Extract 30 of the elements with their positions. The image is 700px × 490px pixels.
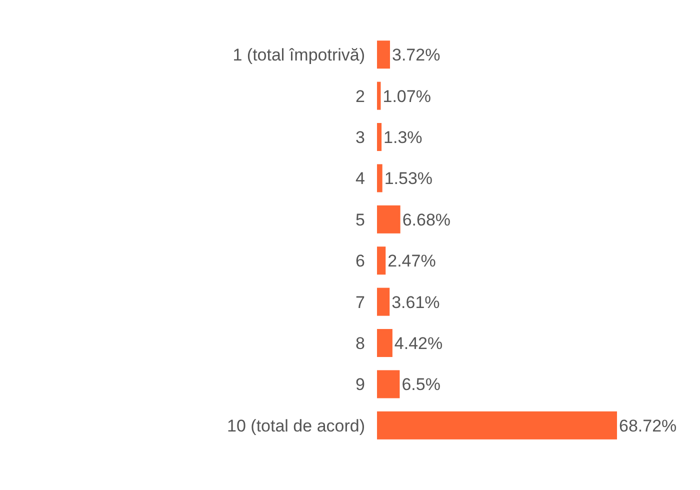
data-label: 3.72% — [392, 46, 440, 65]
y-tick-label: 9 — [356, 375, 365, 394]
data-label: 1.53% — [384, 169, 433, 188]
bar — [377, 328, 392, 358]
y-tick-label: 7 — [356, 292, 365, 312]
bar — [377, 40, 390, 69]
y-tick-label: 10 (total de acord) — [227, 416, 365, 436]
bar — [377, 205, 400, 234]
data-label: 6.68% — [402, 210, 451, 230]
y-tick-label: 8 — [356, 334, 365, 353]
data-label: 6.5% — [402, 375, 440, 394]
y-tick-label: 5 — [356, 210, 365, 230]
y-tick-label: 2 — [356, 86, 365, 106]
bar — [377, 246, 386, 275]
y-tick-label: 6 — [356, 252, 365, 271]
y-tick-label: 4 — [356, 169, 365, 188]
bar — [377, 164, 382, 192]
data-label: 4.42% — [394, 334, 443, 353]
data-label: 3.61% — [392, 292, 440, 312]
bar — [377, 288, 390, 316]
data-label: 1.07% — [382, 86, 431, 106]
bar — [377, 411, 617, 440]
bar — [377, 82, 381, 110]
y-tick-label: 1 (total împotrivă) — [232, 46, 365, 65]
data-label: 2.47% — [388, 252, 436, 271]
data-label: 1.3% — [384, 128, 422, 147]
data-label: 68.72% — [619, 416, 677, 436]
bar — [377, 122, 382, 152]
y-tick-label: 3 — [356, 128, 365, 147]
bar — [377, 370, 400, 398]
